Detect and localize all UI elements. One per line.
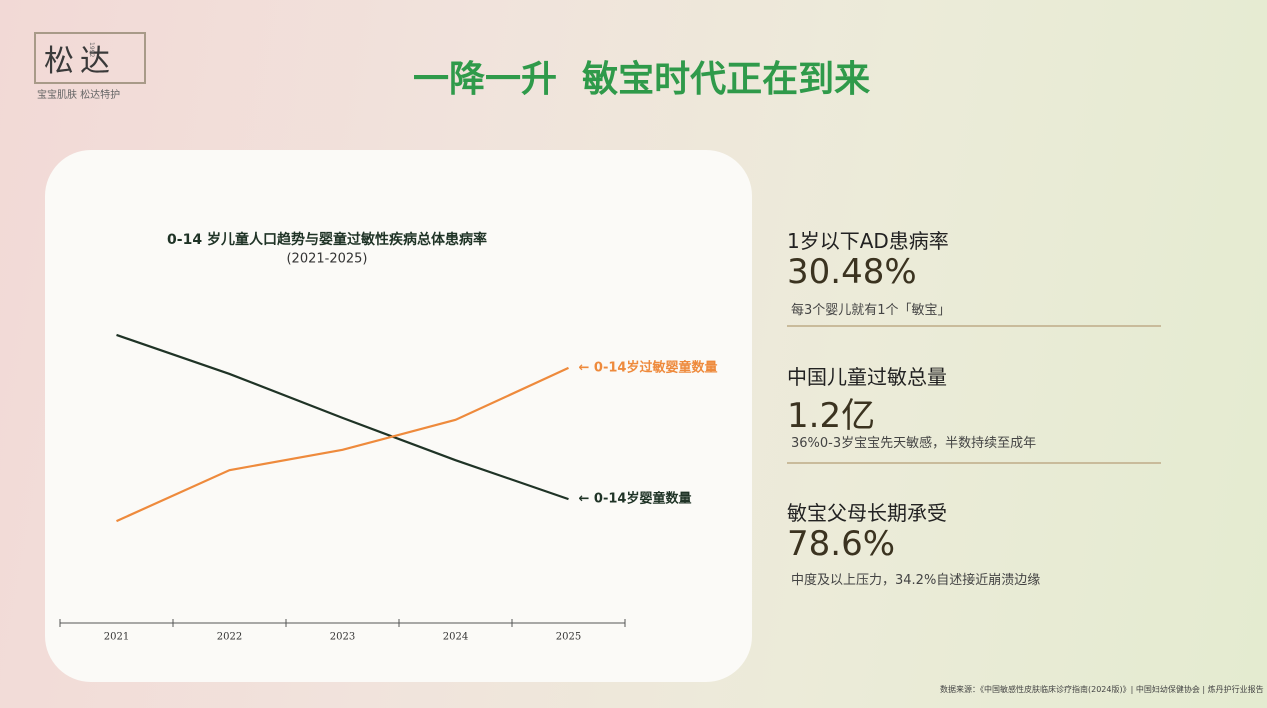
x-tick-label: 2023 — [330, 632, 355, 643]
x-tick-label: 2021 — [104, 632, 129, 643]
stat-value: 78.6% — [787, 524, 896, 564]
legend-label: ← 0-14岁过敏婴童数量 — [579, 359, 718, 375]
chart-title: 0-14 岁儿童人口趋势与婴童过敏性疾病总体患病率 — [167, 231, 487, 248]
divider — [787, 325, 1161, 327]
logo-slogan: 宝宝肌肤 松达特护 — [37, 90, 121, 101]
stat-label: 敏宝父母长期承受 — [787, 501, 947, 525]
series-line — [116, 366, 569, 523]
stat-note: 36%0-3岁宝宝先天敏感，半数持续至成年 — [791, 436, 1037, 451]
series-line — [116, 333, 569, 501]
logo-name: 松达 — [44, 44, 116, 79]
stat-note: 中度及以上压力，34.2%自述接近崩溃边缘 — [791, 573, 1041, 588]
divider — [787, 462, 1161, 464]
x-tick-label: 2022 — [217, 632, 242, 643]
stat-value: 1.2亿 — [787, 396, 876, 436]
stat-value: 30.48% — [787, 252, 917, 292]
x-tick-label: 2024 — [443, 632, 468, 643]
logo-frame — [34, 32, 146, 84]
page-title: 一降一升 敏宝时代正在到来 — [413, 59, 871, 100]
stat-note: 每3个婴儿就有1个「敏宝」 — [791, 303, 951, 318]
logo-year: 1992 — [88, 42, 95, 58]
legend-label: ← 0-14岁婴童数量 — [579, 491, 692, 507]
stat-label: 1岁以下AD患病率 — [787, 229, 949, 253]
chart-card — [45, 150, 752, 682]
chart-subtitle: (2021-2025) — [286, 252, 367, 267]
stat-label: 中国儿童过敏总量 — [787, 365, 947, 389]
source-note: 数据来源：《中国敏感性皮肤临床诊疗指南(2024版)》| 中国妇幼保健协会 | … — [940, 685, 1264, 694]
x-tick-label: 2025 — [556, 632, 581, 643]
chart: 0-14 岁儿童人口趋势与婴童过敏性疾病总体患病率 (2021-2025) 20… — [59, 231, 718, 643]
